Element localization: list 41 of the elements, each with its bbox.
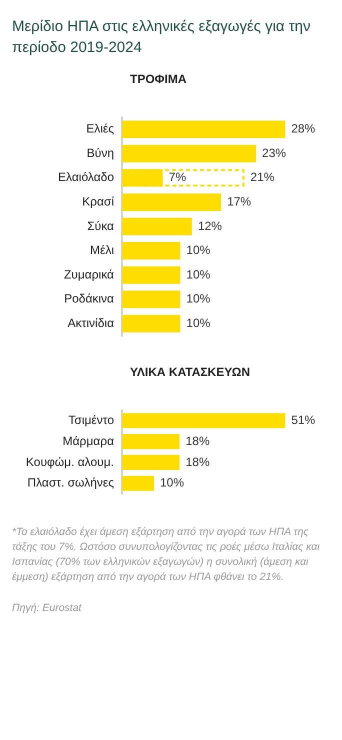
bar [122,242,180,260]
bar [122,120,286,138]
data-label: 10% [160,476,184,490]
data-label: 51% [291,412,316,427]
text: Πηγή: Eurostat [12,601,83,616]
bar [122,290,180,308]
chart-subtitle: ΤΡΟΦΙΜΑ [130,72,188,86]
y-tick-label: Μέλι [90,243,114,258]
data-label: 10% [186,267,211,282]
bar [122,169,244,187]
data-label: 21% [250,170,275,184]
y-tick-label: Βύνη [86,146,114,160]
y-tick-label: Ελιές [86,122,114,136]
data-label: 18% [186,434,210,448]
y-tick-label: Ελαιόλαδο [58,170,114,184]
bar [122,218,192,236]
data-label: 7% [168,170,186,184]
y-tick-label: Ζυμαρικά [64,267,114,282]
y-tick-label: Πλαστ. σωλήνες [27,476,114,490]
data-label: 17% [227,194,252,209]
y-tick-label: Κρασί [82,194,114,209]
data-label: 12% [198,218,222,233]
data-label: 10% [186,292,211,306]
chart-subtitle: ΥΛΙΚΑ ΚΑΤΑΣΚΕΥΩΝ [130,365,252,379]
bar [122,144,256,162]
y-tick-label: Ροδάκινα [64,292,114,306]
y-tick-label: Τσιμέντο [68,412,114,427]
y-tick-label: Σύκα [87,218,114,233]
bar [122,266,180,284]
data-label: 10% [186,243,211,258]
text: *Το ελαιόλαδο έχει άμεση εξάρτηση από την αγορά των ΗΠΑ της τάξης του 7%. Ωστόσο συνυπολογίζοντας τις ροές μέσω Ιταλίας και Ισπανίας (70% των ελληνικών εξαγωγών) η συνολική (άμεση και έμμεση) εξάρτηση από την αγορά των ΗΠΑ φθάνει το 21%. [12,525,321,585]
y-tick-label: Μάρμαρα [62,434,114,448]
data-label: 23% [262,146,286,160]
data-label: 10% [186,316,211,330]
bar [122,314,180,332]
y-tick-label: Κουφώμ. αλουμ. [26,454,114,469]
chart-title: Μερίδιο ΗΠΑ στις ελληνικές εξαγωγές για την περίοδο 2019-2024 [12,17,312,58]
y-tick-label: Ακτινίδια [68,316,114,330]
bar [122,193,222,211]
data-label: 18% [186,454,210,469]
data-label: 28% [291,122,316,136]
